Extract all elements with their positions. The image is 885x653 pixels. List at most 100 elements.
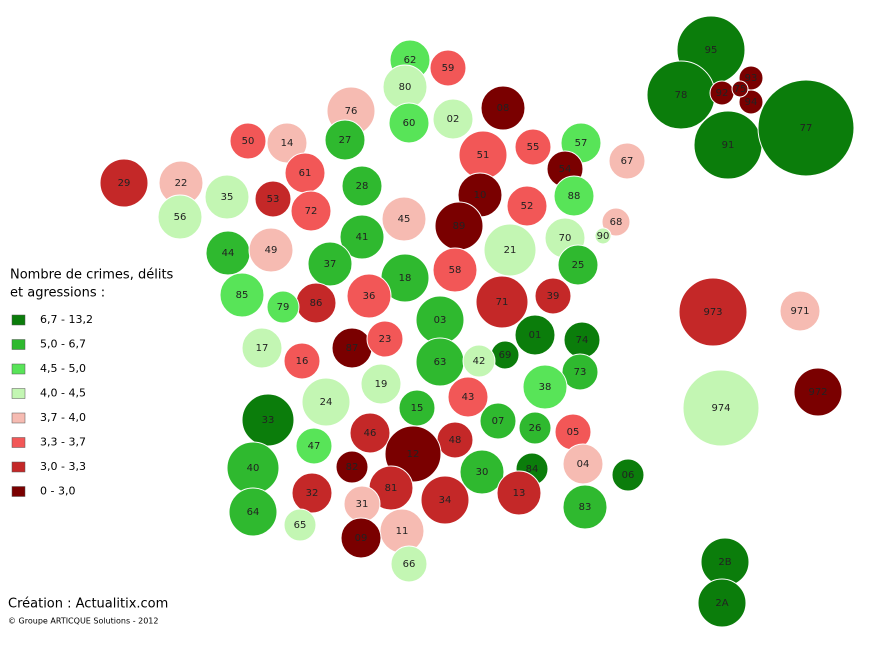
department <box>757 79 855 177</box>
department <box>339 214 385 260</box>
department <box>381 196 427 242</box>
department-code: 38 <box>539 382 552 393</box>
department-code: 68 <box>610 217 623 228</box>
department-code: 58 <box>449 265 462 276</box>
department-code: 51 <box>477 150 490 161</box>
department-code: 59 <box>442 63 455 74</box>
department-code: 16 <box>296 356 309 367</box>
department-code: 04 <box>577 459 590 470</box>
department-code: 19 <box>375 379 388 390</box>
department <box>601 207 631 237</box>
department <box>420 475 470 525</box>
department-code: 89 <box>453 221 466 232</box>
department-code: 75 <box>734 84 747 95</box>
department <box>522 364 568 410</box>
regions <box>99 15 855 628</box>
department-code: 55 <box>527 142 540 153</box>
department-code: 06 <box>622 470 635 481</box>
department <box>290 190 332 232</box>
department-code: 21 <box>504 245 517 256</box>
department <box>157 194 203 240</box>
department <box>793 367 843 417</box>
department <box>506 185 548 227</box>
department <box>557 244 599 286</box>
department <box>432 247 478 293</box>
legend: 6,7 - 13,2 5,0 - 6,7 4,5 - 5,0 4,0 - 4,5 3,7… <box>11 313 93 498</box>
department-code: 49 <box>265 245 278 256</box>
department-code: 42 <box>473 356 486 367</box>
department <box>496 470 542 516</box>
department-code: 40 <box>247 463 260 474</box>
department-code: 33 <box>262 415 275 426</box>
department <box>594 227 612 245</box>
department-code: 18 <box>399 273 412 284</box>
department-code: 07 <box>492 416 505 427</box>
legend-label: 3,3 - 3,7 <box>40 436 86 449</box>
department-code: 11 <box>396 526 409 537</box>
department-code: 23 <box>379 334 392 345</box>
department-code: 85 <box>236 290 249 301</box>
legend-label: 3,0 - 3,3 <box>40 460 86 473</box>
department-code: 972 <box>808 387 827 398</box>
department-code: 39 <box>547 291 560 302</box>
department-code: 78 <box>675 90 688 101</box>
legend-label: 4,0 - 4,5 <box>40 387 86 400</box>
legend-swatch <box>11 486 26 497</box>
department-code: 86 <box>310 298 323 309</box>
department <box>204 174 250 220</box>
department-code: 37 <box>324 259 337 270</box>
legend-swatch <box>11 339 26 350</box>
department <box>514 314 556 356</box>
department <box>779 290 821 332</box>
department <box>341 165 383 207</box>
department-code: 31 <box>356 499 369 510</box>
department-code: 60 <box>403 118 416 129</box>
department-code: 69 <box>499 350 512 361</box>
department <box>301 377 351 427</box>
department-code: 14 <box>281 138 294 149</box>
department <box>324 119 366 161</box>
department-code: 17 <box>256 343 269 354</box>
department <box>366 320 404 358</box>
department-code: 93 <box>745 73 758 84</box>
department <box>534 277 572 315</box>
department <box>561 353 599 391</box>
legend-label: 3,7 - 4,0 <box>40 411 86 424</box>
department-code: 82 <box>346 462 359 473</box>
department <box>459 449 505 495</box>
department-code: 73 <box>574 367 587 378</box>
department-code: 43 <box>462 392 475 403</box>
department-code: 48 <box>449 435 462 446</box>
department-code: 02 <box>447 114 460 125</box>
department <box>254 180 292 218</box>
department-code: 35 <box>221 192 234 203</box>
legend-label: 0 - 3,0 <box>40 485 75 498</box>
department-code: 22 <box>175 178 188 189</box>
department-code: 62 <box>404 55 417 66</box>
department <box>738 89 764 115</box>
department <box>360 363 402 405</box>
department <box>480 85 526 131</box>
department <box>241 327 283 369</box>
department-code: 974 <box>711 403 730 414</box>
department-code: 28 <box>356 181 369 192</box>
department <box>611 458 645 492</box>
department-code: 90 <box>597 231 610 242</box>
department-code: 81 <box>385 483 398 494</box>
department <box>229 122 267 160</box>
legend-swatch <box>11 363 26 375</box>
department-code: 29 <box>118 178 131 189</box>
department-code: 01 <box>529 330 542 341</box>
department-code: 41 <box>356 232 369 243</box>
department <box>291 472 333 514</box>
department <box>429 49 467 87</box>
department-code: 67 <box>621 156 634 167</box>
department-code: 87 <box>346 343 359 354</box>
department <box>99 158 149 208</box>
department <box>731 80 749 98</box>
department-code: 03 <box>434 315 447 326</box>
department <box>483 223 537 277</box>
department <box>562 484 608 530</box>
department-code: 08 <box>497 103 510 114</box>
